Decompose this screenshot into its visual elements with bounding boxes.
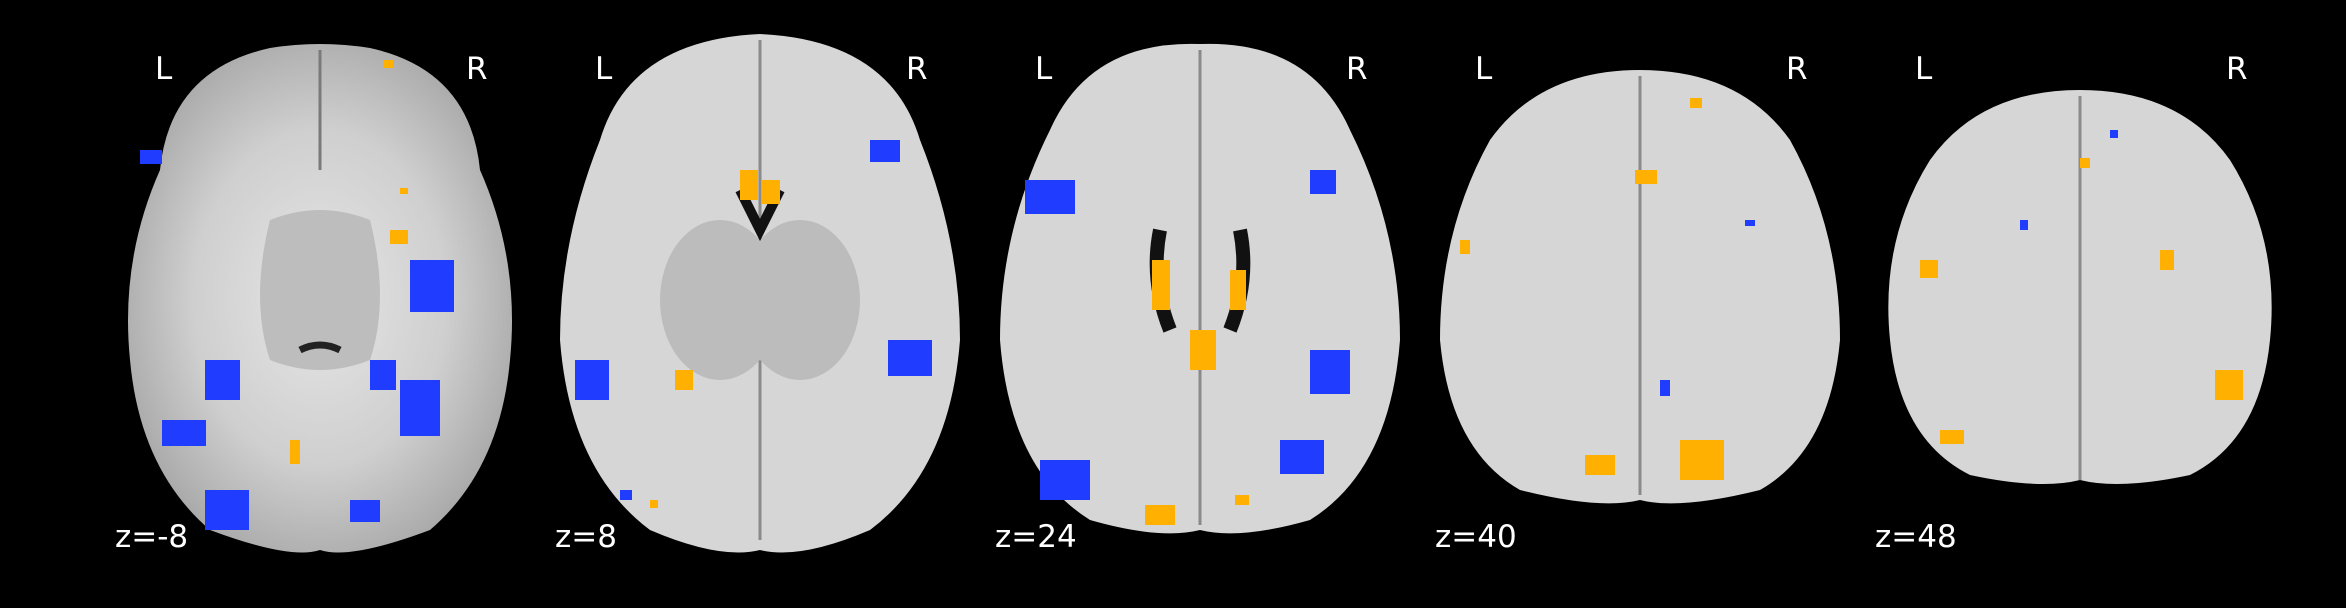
left-hemisphere-label: L [1475,51,1493,87]
left-hemisphere-label: L [1915,51,1933,87]
right-hemisphere-label: R [1786,51,1808,87]
left-hemisphere-label: L [155,51,173,87]
axial-slice-3: L R z=24 [980,0,1420,608]
slice-z-label: z=48 [1875,519,1957,555]
right-hemisphere-label: R [906,51,928,87]
brain-image-slice-3 [1000,43,1400,534]
right-hemisphere-label: R [2226,51,2248,87]
axial-slice-4: L R z=40 [1420,0,1860,608]
brain-image-slice-1 [128,44,512,553]
axial-slice-5: L R z=48 [1860,0,2300,608]
slice-z-label: z=24 [995,519,1077,555]
brain-image-slice-5 [1888,90,2272,484]
axial-slice-2: L R z=8 [540,0,980,608]
slice-z-label: z=8 [555,519,617,555]
left-hemisphere-label: L [1035,51,1053,87]
right-hemisphere-label: R [1346,51,1368,87]
right-hemisphere-label: R [466,51,488,87]
axial-slice-1: L R z=-8 [100,0,540,608]
slice-z-label: z=-8 [115,519,189,555]
slice-z-label: z=40 [1435,519,1517,555]
brain-image-slice-2 [560,34,960,553]
brain-image-slice-4 [1440,70,1840,504]
left-hemisphere-label: L [595,51,613,87]
